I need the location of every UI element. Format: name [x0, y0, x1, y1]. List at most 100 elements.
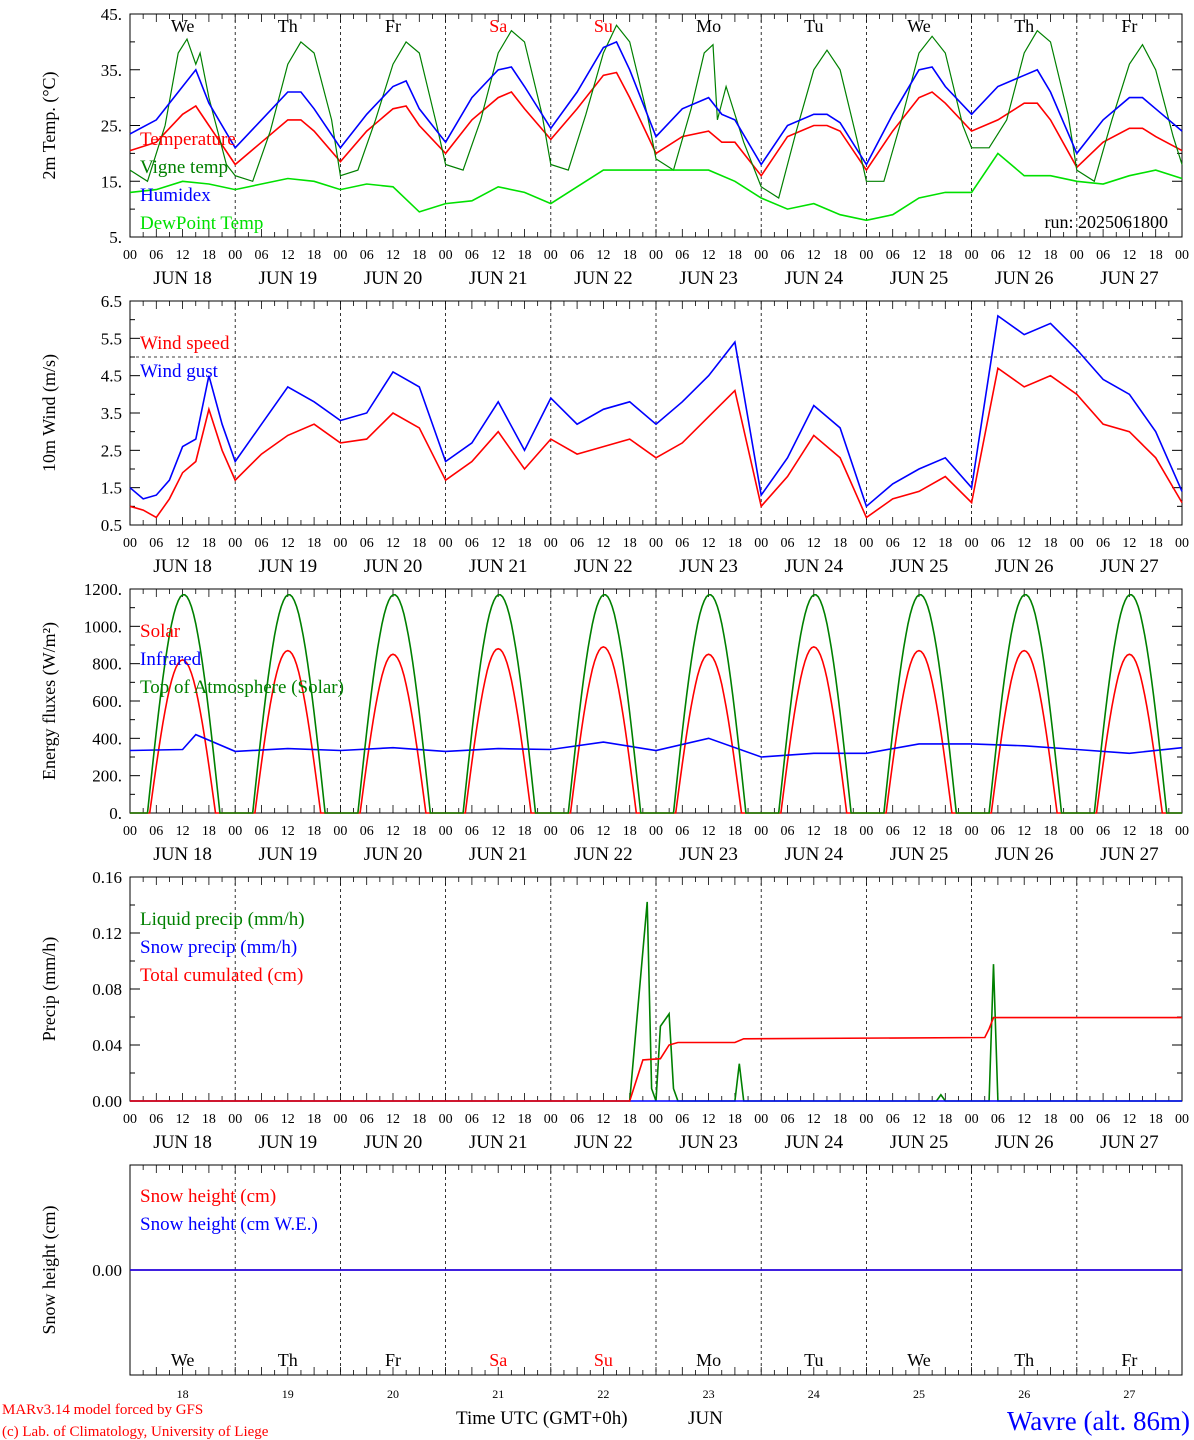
- weekday-label: Sa: [489, 16, 507, 36]
- hour-label: 06: [1096, 536, 1110, 551]
- hour-label: 18: [728, 536, 742, 551]
- weekday-label: Su: [594, 16, 613, 36]
- weekday-label: Fr: [1121, 1350, 1137, 1370]
- hour-label: 06: [360, 1112, 374, 1127]
- hour-label: 18: [833, 1112, 847, 1127]
- panel-frame: [129, 588, 1183, 814]
- weekday-label: Th: [1014, 16, 1034, 36]
- weekday-label: We: [907, 16, 931, 36]
- hour-label: 06: [675, 248, 689, 263]
- hour-label: 12: [491, 248, 505, 263]
- hour-label: 18: [1044, 248, 1058, 263]
- run-annotation: run: 2025061800: [1045, 212, 1169, 232]
- hour-label: 18: [202, 1112, 216, 1127]
- hour-label: 00: [649, 824, 663, 839]
- hour-label: 00: [1070, 1112, 1084, 1127]
- hour-label: 00: [859, 248, 873, 263]
- hour-label: 18: [833, 248, 847, 263]
- hour-label: 12: [281, 824, 295, 839]
- date-label: JUN 22: [574, 268, 633, 289]
- hour-label: 06: [781, 1112, 795, 1127]
- series-line-infrared: [129, 733, 1183, 758]
- date-label: JUN 18: [153, 556, 212, 577]
- date-label: JUN 21: [469, 1132, 528, 1153]
- hour-label: 00: [1070, 536, 1084, 551]
- hour-label: 00: [1070, 248, 1084, 263]
- hour-label: 06: [886, 536, 900, 551]
- hour-label: 00: [754, 536, 768, 551]
- panel-snow: 0.00 Snow height (cm) Snow height (cm) Snow…: [39, 1164, 1183, 1401]
- hour-label: 18: [307, 1112, 321, 1127]
- y-tick-label: 15.: [101, 172, 122, 191]
- hour-label: 00: [544, 536, 558, 551]
- y-tick-label: 0.00: [92, 1092, 122, 1111]
- hour-label: 12: [176, 536, 190, 551]
- hour-label: 12: [807, 248, 821, 263]
- hour-label: 12: [807, 536, 821, 551]
- weekday-label: Mo: [696, 16, 721, 36]
- series-line-dewpoint-temp: [129, 152, 1183, 222]
- hour-label: 06: [570, 248, 584, 263]
- weekday-label: Tu: [804, 1350, 823, 1370]
- hour-label: 06: [675, 1112, 689, 1127]
- date-label: JUN 20: [364, 844, 423, 865]
- date-label: JUN 19: [259, 1132, 318, 1153]
- hour-label: 18: [938, 536, 952, 551]
- hour-label: 18: [1149, 248, 1163, 263]
- panel-frame: [129, 13, 1183, 238]
- hour-label: 18: [307, 536, 321, 551]
- hour-label: 00: [965, 1112, 979, 1127]
- day-number: 27: [1123, 1387, 1135, 1401]
- day-number: 18: [177, 1387, 189, 1401]
- y-axis-title: Precip (mm/h): [39, 937, 60, 1041]
- legend-entry: Snow height (cm W.E.): [140, 1214, 318, 1235]
- hour-label: 18: [412, 824, 426, 839]
- hour-label: 00: [1175, 536, 1189, 551]
- y-axis-title: 2m Temp. (°C): [39, 71, 60, 179]
- hour-label: 18: [833, 824, 847, 839]
- legend-entry: Humidex: [140, 185, 211, 206]
- series-line-wind-speed: [129, 366, 1183, 519]
- y-tick-label: 1000.: [84, 617, 122, 636]
- hour-label: 12: [1122, 248, 1136, 263]
- date-label: JUN 18: [153, 844, 212, 865]
- hour-label: 18: [412, 536, 426, 551]
- hour-label: 18: [1149, 1112, 1163, 1127]
- legend-entry: Liquid precip (mm/h): [140, 909, 305, 930]
- hour-label: 12: [912, 1112, 926, 1127]
- hour-label: 12: [176, 1112, 190, 1127]
- hour-label: 00: [859, 1112, 873, 1127]
- hour-label: 18: [518, 536, 532, 551]
- hour-label: 18: [1044, 536, 1058, 551]
- panel-flux: 0. 200. 400. 600. 800. 1000. 1200. Energy fluxe…: [39, 580, 1189, 865]
- hour-label: 06: [886, 248, 900, 263]
- y-tick-label: 600.: [92, 692, 122, 711]
- hour-label: 00: [228, 248, 242, 263]
- weekday-label: Mo: [696, 1350, 721, 1370]
- hour-label: 12: [596, 1112, 610, 1127]
- hour-label: 12: [281, 1112, 295, 1127]
- hour-label: 06: [465, 824, 479, 839]
- hour-label: 06: [255, 824, 269, 839]
- series-line-total-cumulated-cm-: [130, 1016, 1182, 1102]
- y-tick-label: 0.12: [92, 924, 122, 943]
- date-label: JUN 20: [364, 556, 423, 577]
- hour-label: 00: [123, 1112, 137, 1127]
- legend-entry: DewPoint Temp: [140, 213, 263, 234]
- hour-label: 18: [307, 248, 321, 263]
- hour-label: 00: [544, 824, 558, 839]
- hour-label: 00: [123, 824, 137, 839]
- hour-label: 06: [360, 248, 374, 263]
- hour-label: 12: [386, 824, 400, 839]
- date-label: JUN 21: [469, 268, 528, 289]
- hour-label: 06: [991, 824, 1005, 839]
- hour-label: 18: [1149, 824, 1163, 839]
- hour-label: 00: [123, 536, 137, 551]
- hour-label: 18: [623, 824, 637, 839]
- panel-temp: 5. 15. 25. 35. 45. 2m Temp. (°C) 00 06 12 18 00 06 1…: [39, 5, 1189, 289]
- hour-label: 12: [1017, 536, 1031, 551]
- hour-label: 12: [702, 248, 716, 263]
- y-tick-label: 6.5: [101, 292, 122, 311]
- hour-label: 00: [333, 248, 347, 263]
